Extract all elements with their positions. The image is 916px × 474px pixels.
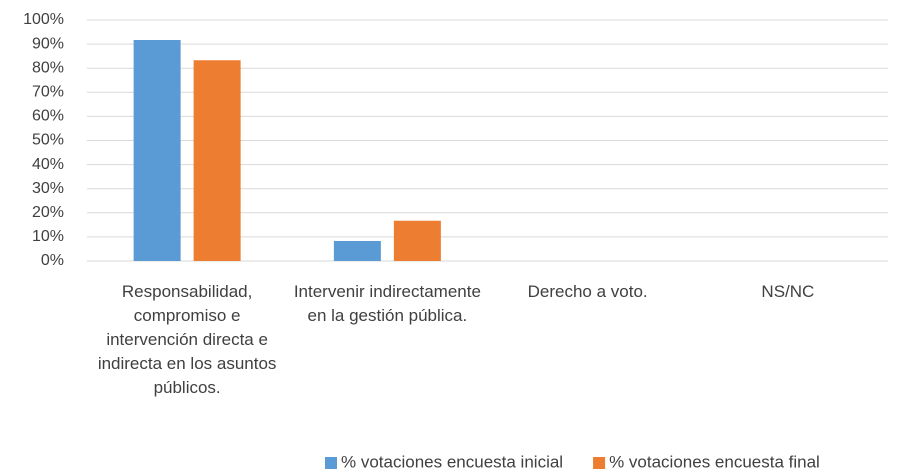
- legend-swatch: [593, 457, 606, 469]
- bar: [333, 240, 381, 261]
- bar: [393, 220, 441, 261]
- x-tick-label: Intervenir indirectamente en la gestión …: [293, 282, 481, 325]
- y-tick-label: 80%: [32, 59, 64, 76]
- x-tick-label: Responsabilidad, compromiso e intervenci…: [97, 282, 277, 397]
- y-tick-label: 0%: [41, 252, 64, 269]
- y-tick-label: 90%: [32, 35, 64, 52]
- y-tick-label: 100%: [23, 11, 64, 28]
- legend-swatch: [325, 457, 337, 469]
- y-tick-label: 50%: [32, 132, 64, 149]
- y-tick-label: 40%: [32, 156, 64, 173]
- y-tick-label: 70%: [32, 84, 64, 101]
- x-tick-label: NS/NC: [761, 282, 815, 301]
- legend-label: % votaciones encuesta final: [609, 452, 820, 471]
- x-tick-label: Derecho a voto.: [527, 282, 648, 301]
- y-tick-label: 20%: [32, 204, 64, 221]
- y-tick-label: 10%: [32, 228, 64, 245]
- bar: [133, 40, 181, 262]
- bar: [193, 60, 241, 261]
- y-tick-label: 30%: [32, 180, 64, 197]
- y-tick-label: 60%: [32, 108, 64, 125]
- legend-label: % votaciones encuesta inicial: [341, 452, 563, 471]
